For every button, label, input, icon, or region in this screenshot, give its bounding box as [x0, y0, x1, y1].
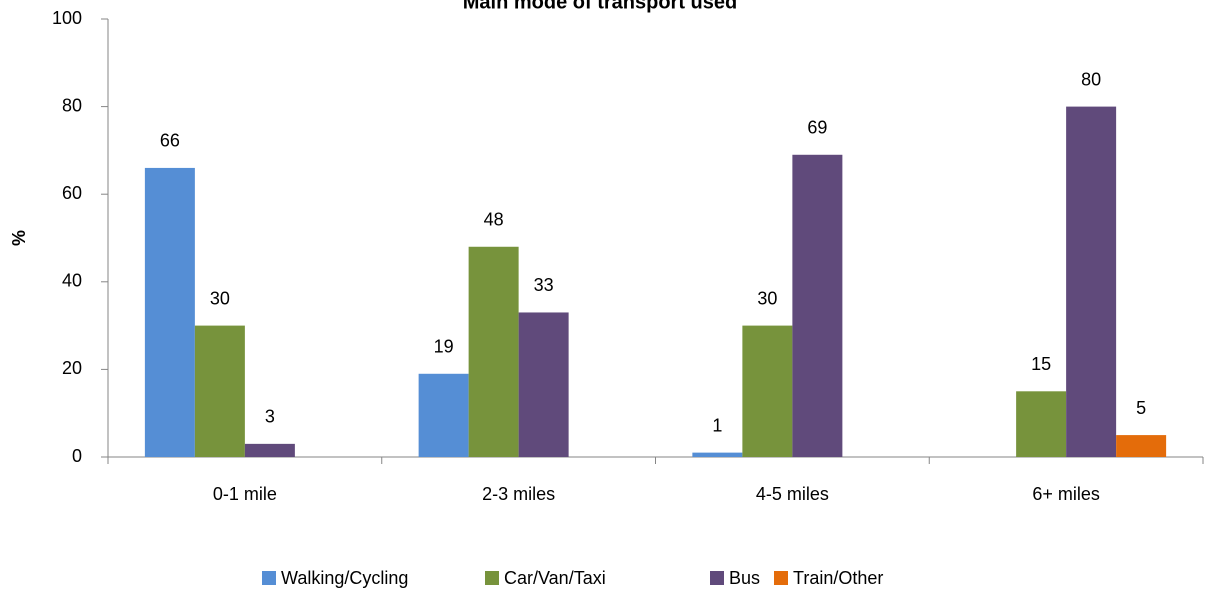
y-tick-label: 60	[62, 183, 82, 203]
bar	[692, 452, 743, 457]
bar	[1066, 106, 1117, 457]
data-label: 5	[1136, 398, 1146, 418]
legend-swatch	[774, 571, 788, 585]
y-tick-label: 40	[62, 271, 82, 291]
data-label: 1	[712, 415, 722, 435]
bar	[518, 312, 569, 457]
y-tick-label: 100	[52, 8, 82, 28]
bar	[194, 325, 245, 457]
y-tick-label: 20	[62, 358, 82, 378]
data-label: 30	[210, 288, 230, 308]
legend-swatch	[710, 571, 724, 585]
bar	[742, 325, 793, 457]
legend-label: Train/Other	[793, 568, 883, 588]
legend-label: Walking/Cycling	[281, 568, 408, 588]
y-axis-label: %	[9, 230, 29, 246]
data-label: 48	[484, 210, 504, 230]
legend-swatch	[262, 571, 276, 585]
x-tick-label: 2-3 miles	[482, 484, 555, 504]
legend-label: Bus	[729, 568, 760, 588]
data-label: 30	[757, 288, 777, 308]
bar	[792, 154, 843, 457]
legend-label: Car/Van/Taxi	[504, 568, 606, 588]
data-label: 80	[1081, 69, 1101, 89]
y-tick-label: 0	[72, 446, 82, 466]
bar	[418, 373, 469, 457]
chart-title: Main mode of transport used	[463, 0, 737, 13]
y-tick-label: 80	[62, 95, 82, 115]
data-label: 66	[160, 131, 180, 151]
data-label: 19	[434, 337, 454, 357]
bar	[1016, 391, 1067, 457]
bar	[244, 443, 295, 457]
data-label: 15	[1031, 354, 1051, 374]
bar	[144, 167, 195, 458]
data-label: 3	[265, 407, 275, 427]
data-label: 69	[807, 118, 827, 138]
x-tick-label: 0-1 mile	[213, 484, 277, 504]
bar	[1116, 435, 1167, 457]
x-tick-label: 4-5 miles	[756, 484, 829, 504]
legend-swatch	[485, 571, 499, 585]
x-tick-label: 6+ miles	[1032, 484, 1100, 504]
bar	[468, 246, 519, 457]
data-label: 33	[534, 275, 554, 295]
